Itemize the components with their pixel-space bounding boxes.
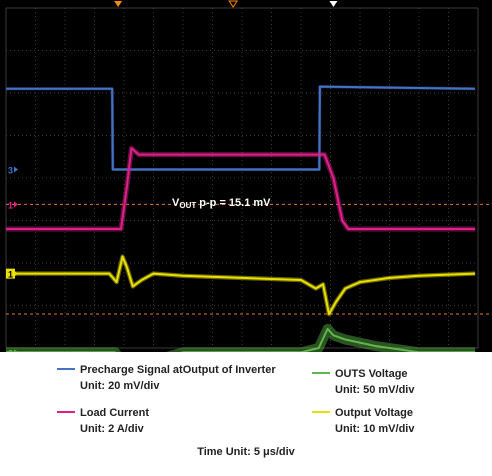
legend-swatch-output-voltage (312, 411, 330, 413)
time-unit-label: Time Unit: 5 μs/div (197, 446, 295, 458)
legend-swatch-outs-voltage (312, 372, 330, 374)
channel-marker-arrow (14, 349, 18, 352)
legend-label-load-current: Load Current (80, 407, 150, 419)
channel-marker-arrow (14, 166, 18, 173)
legend-unit-output-voltage: Unit: 10 mV/div (335, 423, 415, 435)
legend-swatch-precharge (57, 368, 75, 370)
trigger-marker (228, 0, 239, 8)
plot-background (0, 0, 492, 352)
channel-marker: 1 (8, 270, 13, 280)
channel-marker-bg (6, 268, 15, 279)
legend-unit-load-current: Unit: 2 A/div (80, 423, 144, 435)
channel-marker: 2 (8, 348, 13, 352)
channel-marker: 3 (8, 166, 13, 176)
channel-marker: 1 (8, 200, 13, 210)
time-marker (114, 1, 123, 7)
trace-precharge (6, 85, 476, 171)
legend-unit-precharge: Unit: 20 mV/div (80, 380, 160, 392)
legend-label-output-voltage: Output Voltage (335, 407, 414, 419)
channel-marker-arrow (14, 270, 18, 277)
trace-outs-voltage (6, 327, 476, 352)
channel-markers: 3 1 1 2 (6, 166, 18, 352)
legend-swatch-load-current (57, 411, 75, 413)
legend-unit-outs-voltage: Unit: 50 mV/div (335, 384, 415, 396)
trace-load-current (6, 147, 476, 230)
time-marker-white (329, 1, 338, 7)
vout-annotation: VOUT p-p = 15.1 mV (172, 197, 271, 210)
channel-marker-arrow (14, 201, 18, 208)
traces (6, 85, 476, 352)
legend-label-precharge: Precharge Signal atOutput of Inverter (80, 364, 276, 376)
legend-label-outs-voltage: OUTS Voltage (335, 368, 408, 380)
grid (5, 0, 479, 349)
trace-output-voltage (6, 255, 476, 315)
oscilloscope-plot: 3 1 1 2 VOUT p-p = 15.1 mV (0, 0, 492, 352)
